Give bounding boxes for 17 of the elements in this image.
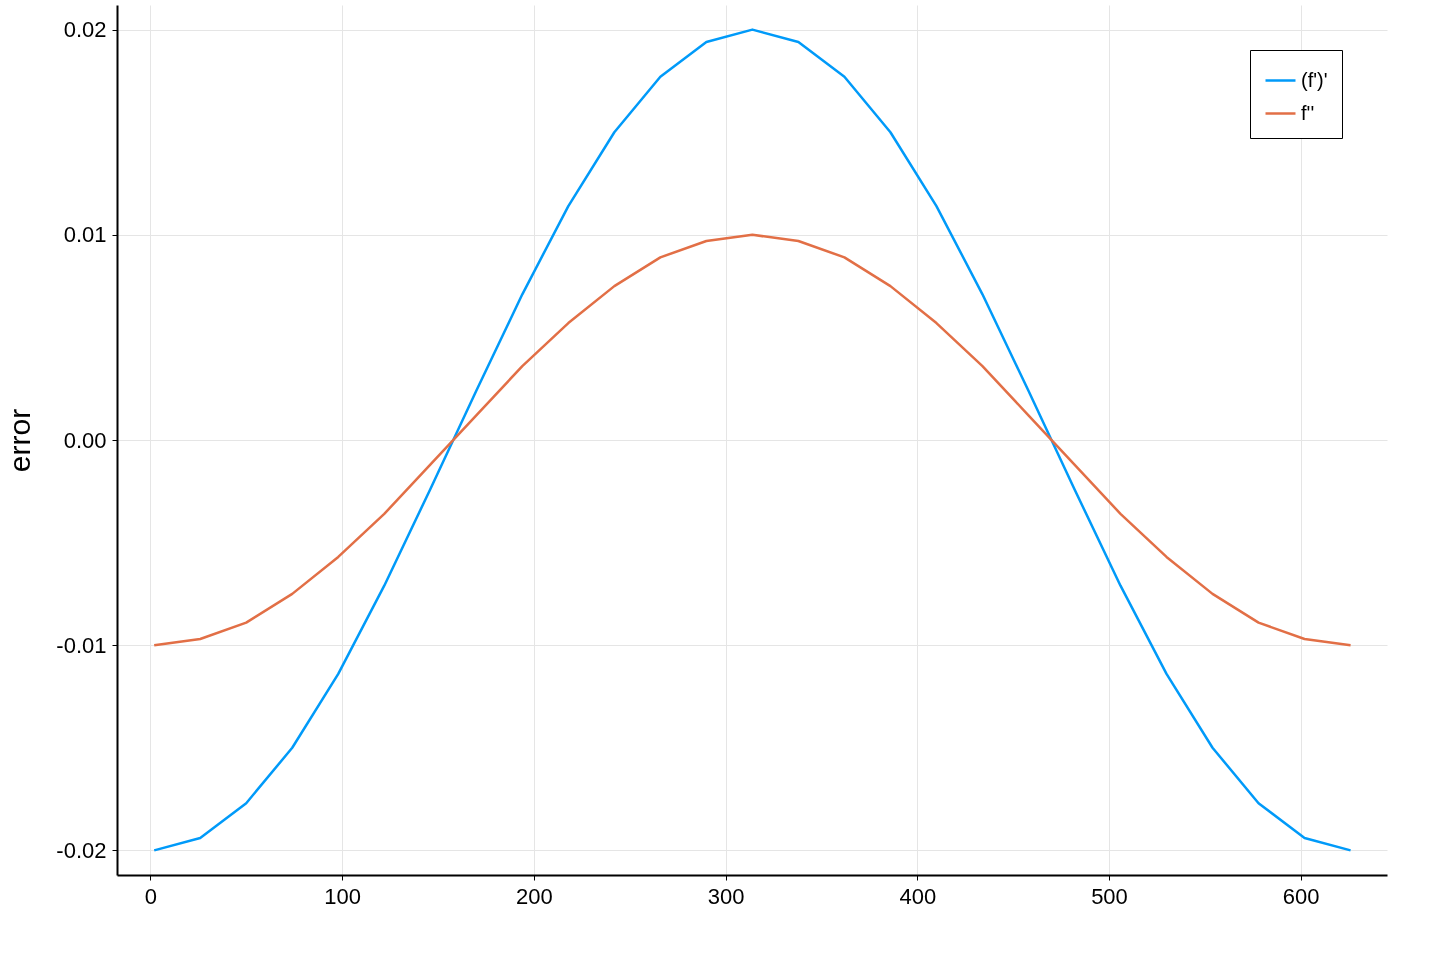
y-axis-title: error — [3, 408, 37, 473]
y-tick-label: 0.00 — [63, 427, 107, 453]
y-tick-label: -0.02 — [56, 837, 107, 863]
x-tick-label: 300 — [707, 883, 745, 909]
legend-label: f'' — [1301, 101, 1315, 124]
y-tick-label: 0.01 — [63, 222, 107, 248]
x-tick-label: 100 — [324, 883, 361, 909]
x-tick-label: 400 — [899, 883, 937, 909]
x-tick-label: 0 — [144, 883, 157, 909]
x-tick-label: 500 — [1091, 883, 1128, 909]
x-tick-label: 200 — [515, 883, 553, 909]
y-tick-label: -0.01 — [56, 632, 107, 658]
line-series — [152, 28, 1352, 852]
y-tick-label: 0.02 — [63, 17, 107, 43]
x-tick-label: 600 — [1282, 883, 1320, 909]
legend-label: (f')' — [1301, 68, 1328, 91]
line-series — [152, 233, 1352, 647]
